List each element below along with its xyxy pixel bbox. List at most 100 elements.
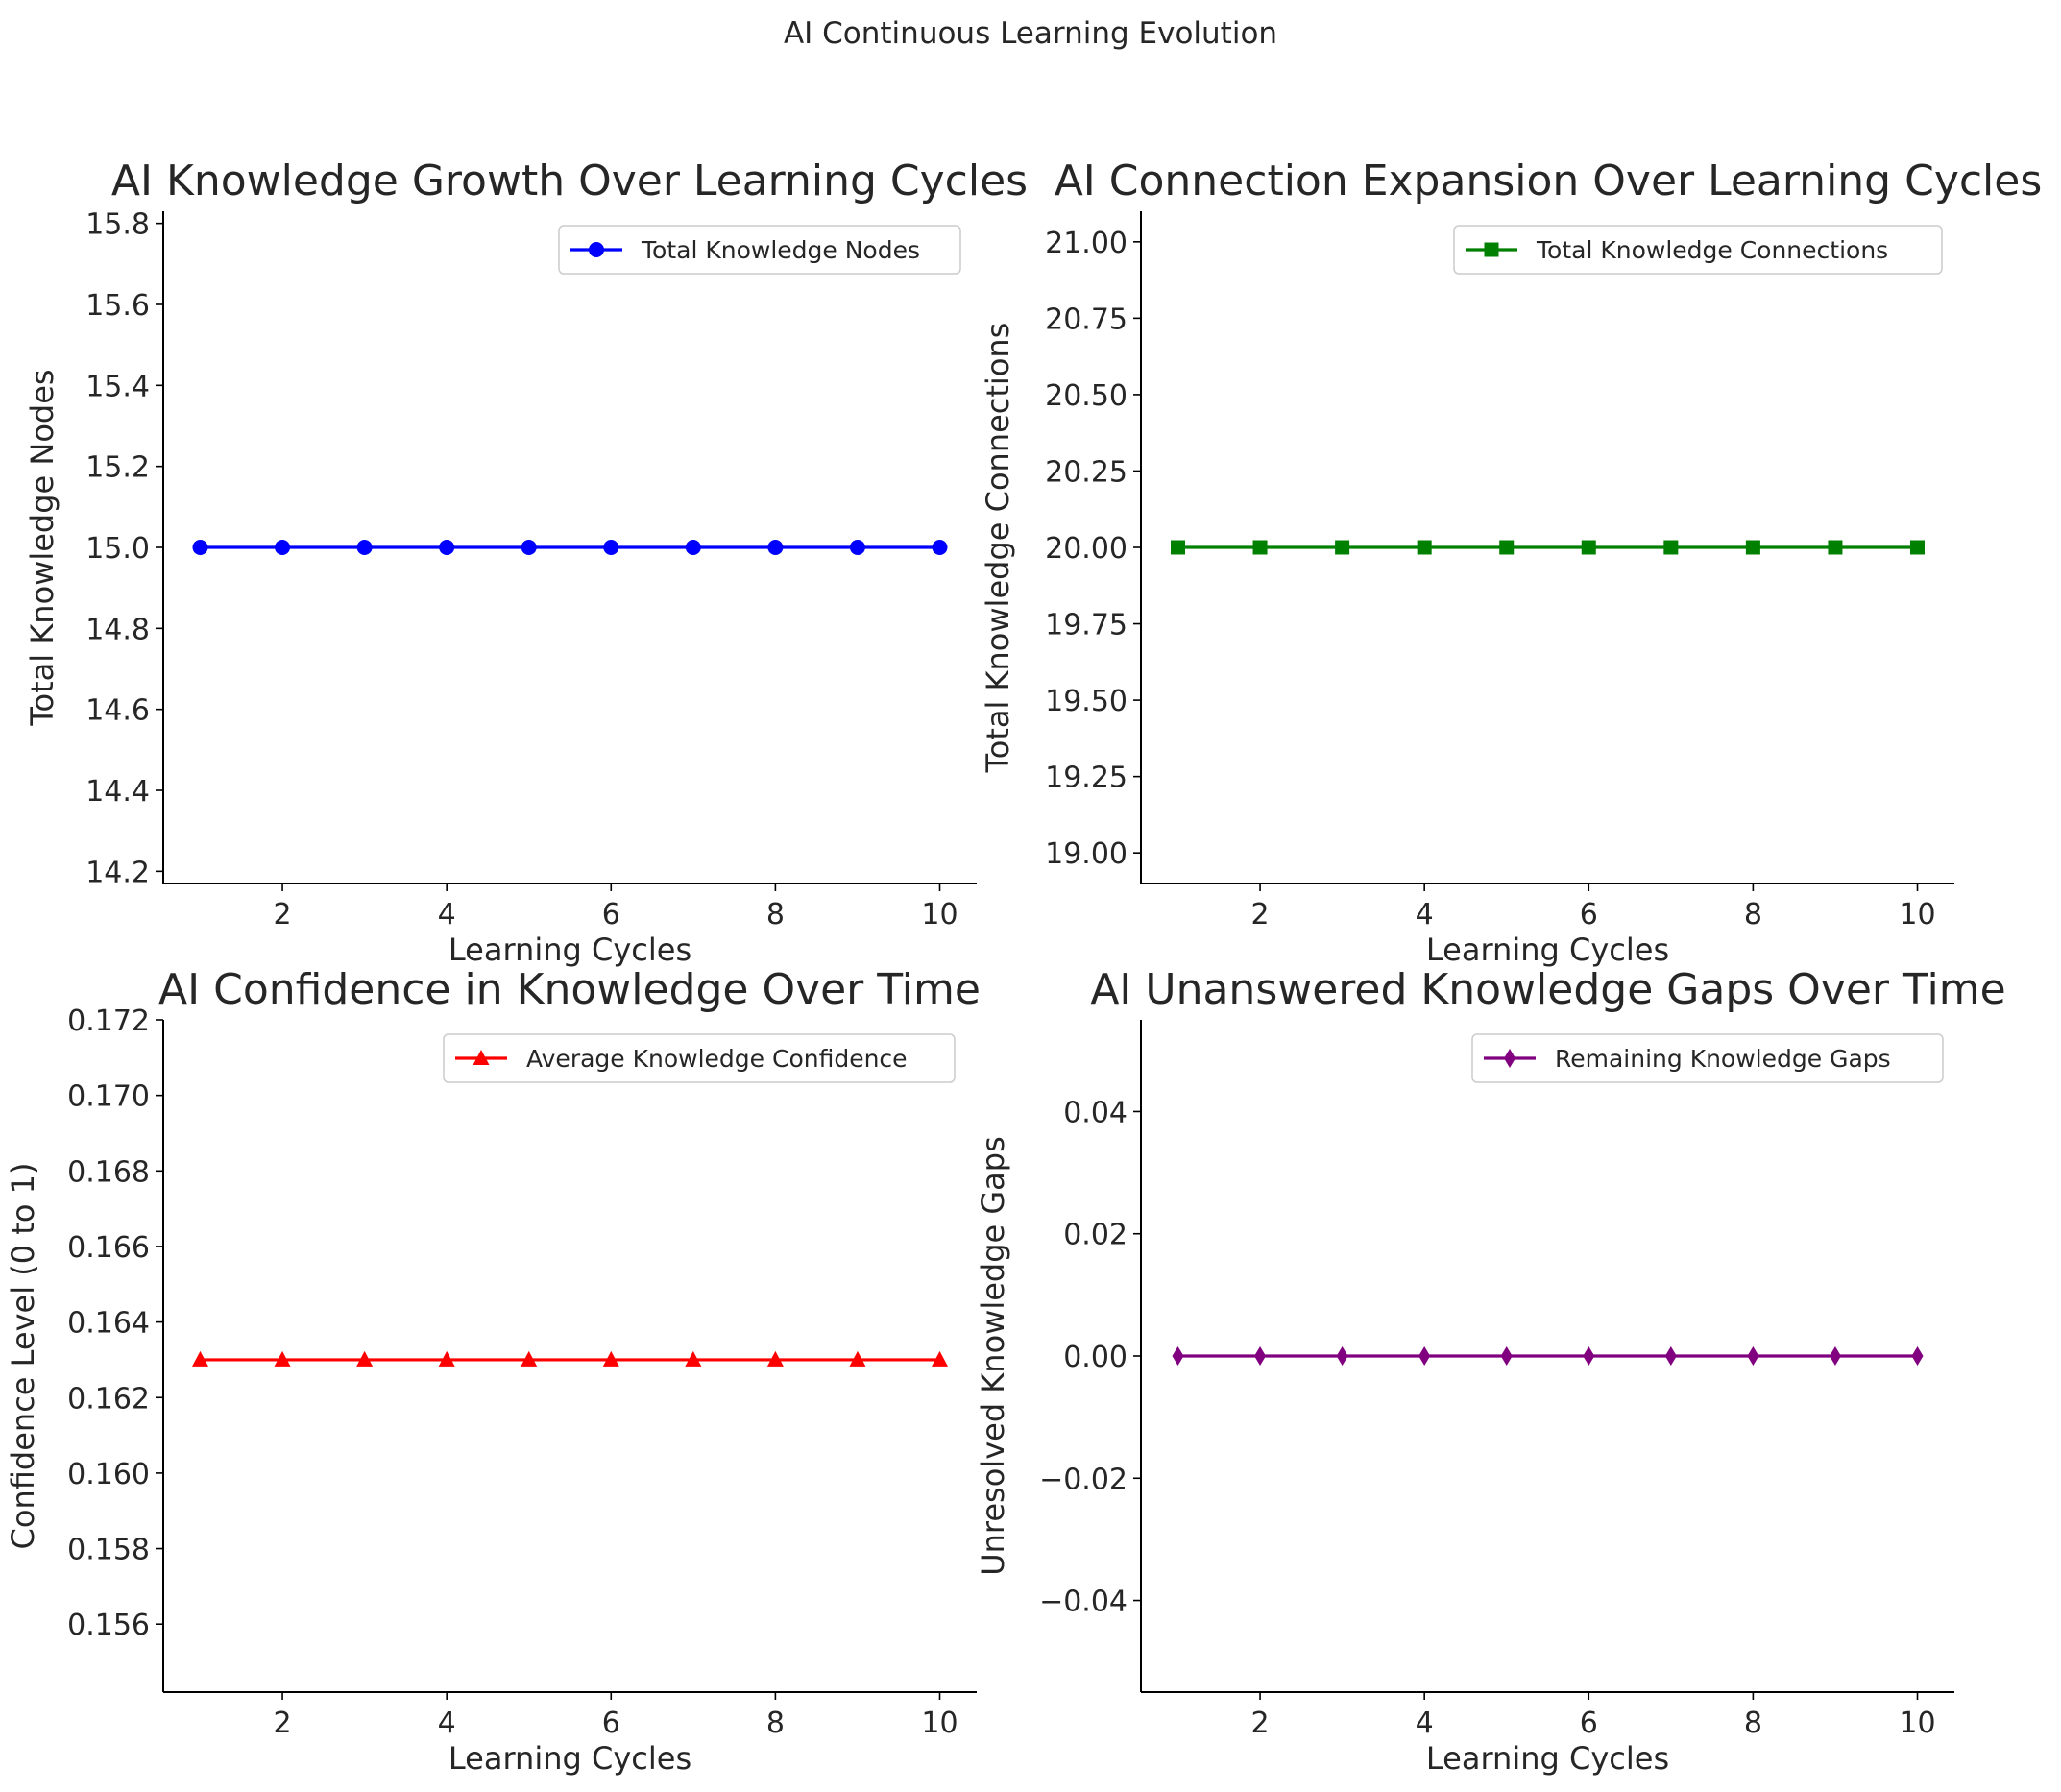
y-tick-label: 20.75	[1045, 303, 1127, 336]
y-tick-label: 15.4	[85, 370, 150, 403]
data-point	[849, 540, 865, 555]
x-tick-label: 6	[602, 898, 620, 932]
data-point	[521, 540, 537, 555]
x-tick-label: 2	[1251, 1707, 1270, 1740]
data-point	[1581, 540, 1596, 555]
legend-box	[558, 225, 961, 275]
data-point	[1171, 540, 1185, 555]
x-tick-label: 10	[1899, 898, 1935, 932]
y-tick-label: 20.25	[1045, 455, 1127, 489]
x-tick-label: 6	[602, 1707, 620, 1740]
data-point	[1252, 540, 1268, 555]
legend-label: Remaining Knowledge Gaps	[1555, 1045, 1891, 1073]
y-tick-label: 14.6	[85, 694, 150, 728]
subplot-title: AI Confidence in Knowledge Over Time	[158, 965, 981, 1014]
y-axis-label: Total Knowledge Connections	[980, 323, 1016, 774]
x-axis-label: Learning Cycles	[449, 1740, 691, 1777]
data-point	[1829, 1346, 1841, 1366]
data-point	[1417, 540, 1432, 555]
data-point	[602, 1350, 619, 1367]
subplot-3: AI Confidence in Knowledge Over Time 2 4 6 8…	[5, 965, 981, 1777]
y-tick-label: 0.162	[67, 1382, 150, 1416]
data-point	[439, 540, 455, 555]
legend: Average Knowledge Confidence	[443, 1033, 956, 1083]
data-point	[521, 1350, 538, 1367]
data-point	[685, 1350, 702, 1367]
data-point	[1500, 1346, 1513, 1366]
y-tick-label: 0.156	[67, 1609, 150, 1642]
data-point	[1911, 1346, 1924, 1366]
y-tick-label: 0.158	[67, 1534, 150, 1567]
data-point	[1499, 540, 1515, 555]
y-tick-label: −0.04	[1039, 1586, 1127, 1619]
legend-box	[1471, 1033, 1944, 1083]
data-point	[1254, 1346, 1267, 1366]
data-point	[192, 540, 208, 555]
data-point	[1172, 1346, 1184, 1366]
y-tick-label: 0.166	[67, 1231, 150, 1265]
x-tick-label: 8	[1744, 898, 1762, 932]
x-tick-label: 8	[766, 898, 785, 932]
y-tick-label: 19.50	[1045, 685, 1127, 718]
x-axis-label: Learning Cycles	[1426, 1740, 1669, 1777]
y-tick-label: 15.2	[85, 451, 150, 485]
x-tick-label: 4	[438, 1707, 456, 1740]
subplot-grid: AI Knowledge Growth Over Learning Cycles…	[5, 157, 2042, 1777]
y-tick-label: 0.168	[67, 1155, 150, 1189]
x-tick-label: 2	[274, 898, 292, 932]
y-axis-label: Unresolved Knowledge Gaps	[975, 1136, 1011, 1576]
y-tick-label: 15.8	[85, 208, 150, 242]
legend-marker	[473, 1050, 490, 1065]
y-tick-label: 21.00	[1045, 227, 1127, 260]
data-point	[1663, 540, 1679, 555]
data-point	[1664, 1346, 1677, 1366]
y-tick-label: 19.25	[1045, 762, 1127, 795]
x-tick-label: 10	[1899, 1707, 1935, 1740]
legend: Total Knowledge Connections	[1453, 225, 1943, 275]
legend-label: Total Knowledge Nodes	[641, 236, 920, 264]
data-point	[356, 1350, 374, 1367]
x-tick-label: 8	[766, 1707, 785, 1740]
y-tick-label: 0.02	[1063, 1219, 1127, 1252]
x-tick-label: 6	[1580, 1707, 1598, 1740]
legend: Remaining Knowledge Gaps	[1471, 1033, 1944, 1083]
legend-marker	[1484, 242, 1499, 257]
subplot-1: AI Knowledge Growth Over Learning Cycles…	[24, 157, 1028, 968]
legend: Total Knowledge Nodes	[558, 225, 961, 275]
data-point	[932, 1350, 948, 1367]
y-tick-label: 19.75	[1045, 609, 1127, 642]
x-axis-label: Learning Cycles	[449, 932, 691, 968]
data-point	[932, 540, 948, 555]
data-point	[685, 540, 701, 555]
y-tick-label: 15.6	[85, 289, 150, 323]
y-tick-label: 15.0	[85, 532, 150, 566]
subplot-title: AI Connection Expansion Over Learning Cy…	[1055, 157, 2043, 206]
y-tick-label: 0.00	[1063, 1341, 1127, 1374]
x-tick-label: 4	[1416, 898, 1434, 932]
data-point	[1828, 540, 1843, 555]
data-point	[849, 1350, 866, 1367]
y-tick-label: 14.2	[85, 856, 150, 889]
subplot-title: AI Unanswered Knowledge Gaps Over Time	[1090, 965, 2005, 1014]
data-point	[1336, 1346, 1348, 1366]
data-point	[274, 1350, 291, 1367]
data-point	[1583, 1346, 1595, 1366]
y-tick-label: 14.4	[85, 775, 150, 809]
x-tick-label: 2	[274, 1707, 292, 1740]
y-tick-label: 0.160	[67, 1458, 150, 1491]
subplot-title: AI Knowledge Growth Over Learning Cycles	[111, 157, 1028, 206]
y-tick-label: 0.172	[67, 1005, 150, 1038]
data-point	[438, 1350, 455, 1367]
data-point	[1910, 540, 1925, 555]
y-tick-label: 14.8	[85, 613, 150, 646]
legend-marker	[1504, 1049, 1515, 1068]
legend-label: Total Knowledge Connections	[1536, 236, 1888, 264]
x-tick-label: 8	[1744, 1707, 1762, 1740]
data-point	[1418, 1346, 1431, 1366]
legend-box	[1453, 225, 1943, 275]
x-axis-label: Learning Cycles	[1426, 932, 1669, 968]
y-tick-label: 19.00	[1045, 837, 1127, 871]
y-axis-label: Confidence Level (0 to 1)	[5, 1163, 41, 1550]
legend-box	[443, 1033, 956, 1083]
